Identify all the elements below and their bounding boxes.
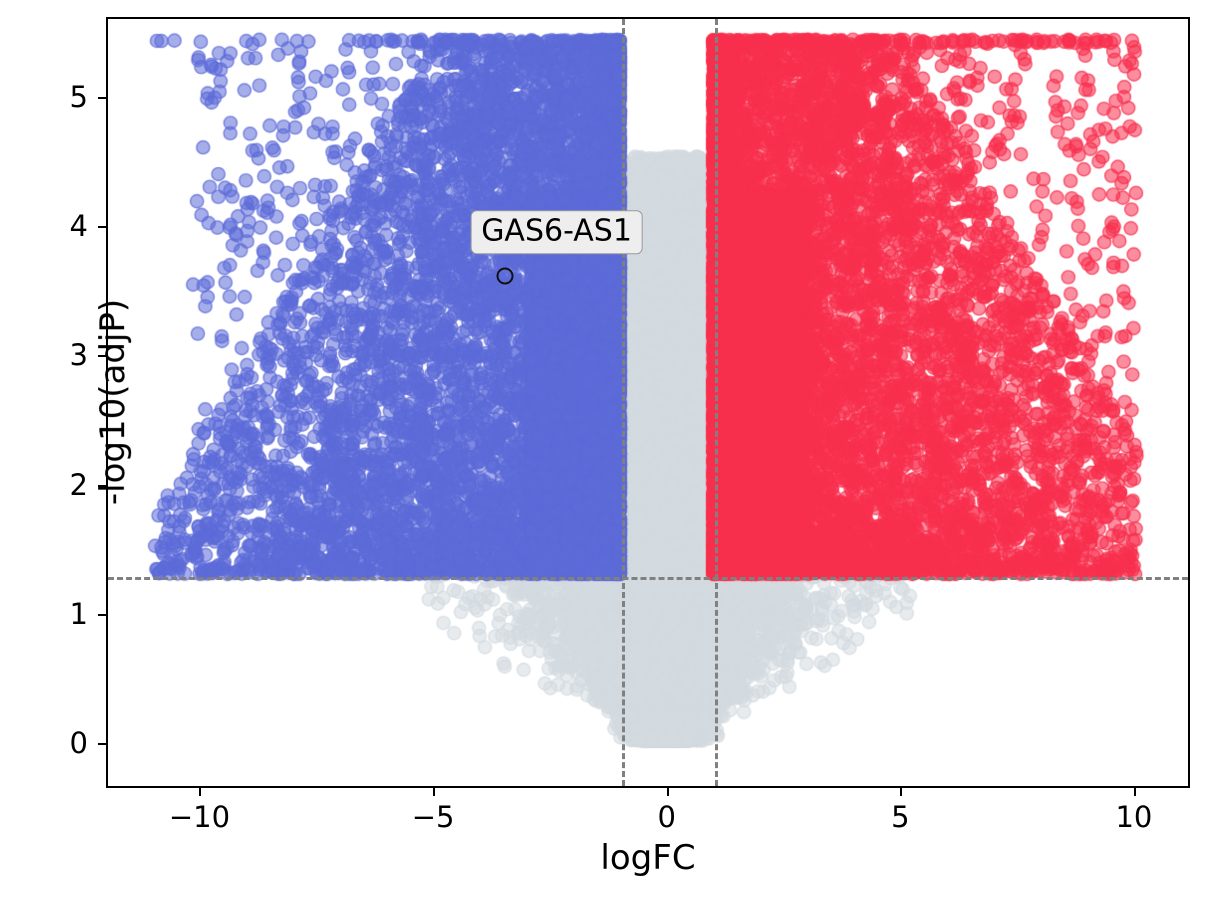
- y-tick-mark: [98, 355, 106, 358]
- x-axis-label: logFC: [600, 838, 696, 878]
- y-tick-mark: [98, 742, 106, 745]
- x-tick-mark: [900, 788, 903, 796]
- y-tick-label: 5: [69, 80, 88, 115]
- y-axis-label: -log10(adjP): [93, 298, 134, 506]
- x-tick-label: 10: [1115, 800, 1153, 834]
- y-tick-label: 4: [69, 209, 88, 244]
- x-tick-label: 5: [891, 800, 910, 834]
- y-tick-mark: [98, 484, 106, 487]
- y-tick-label: 1: [69, 596, 88, 631]
- y-tick-mark: [98, 226, 106, 229]
- y-tick-label: 2: [69, 467, 88, 502]
- threshold-line-logfc-positive: [715, 19, 719, 786]
- y-tick-label: 0: [69, 725, 88, 760]
- x-tick-label: −10: [168, 800, 231, 834]
- plot-area: GAS6-AS1: [106, 17, 1190, 788]
- y-tick-mark: [98, 97, 106, 100]
- annotated-gene-label: GAS6-AS1: [470, 210, 643, 254]
- x-tick-mark: [666, 788, 669, 796]
- x-tick-label: −5: [411, 800, 455, 834]
- threshold-line-adjp: [108, 576, 1188, 580]
- annotated-gene-marker: [496, 267, 514, 285]
- y-tick-mark: [98, 613, 106, 616]
- scatter-points-layer: [108, 19, 1188, 786]
- x-tick-mark: [433, 788, 436, 796]
- x-tick-label: 0: [657, 800, 676, 834]
- x-tick-mark: [199, 788, 202, 796]
- y-tick-label: 3: [69, 338, 88, 373]
- threshold-line-logfc-negative: [621, 19, 625, 786]
- x-tick-mark: [1133, 788, 1136, 796]
